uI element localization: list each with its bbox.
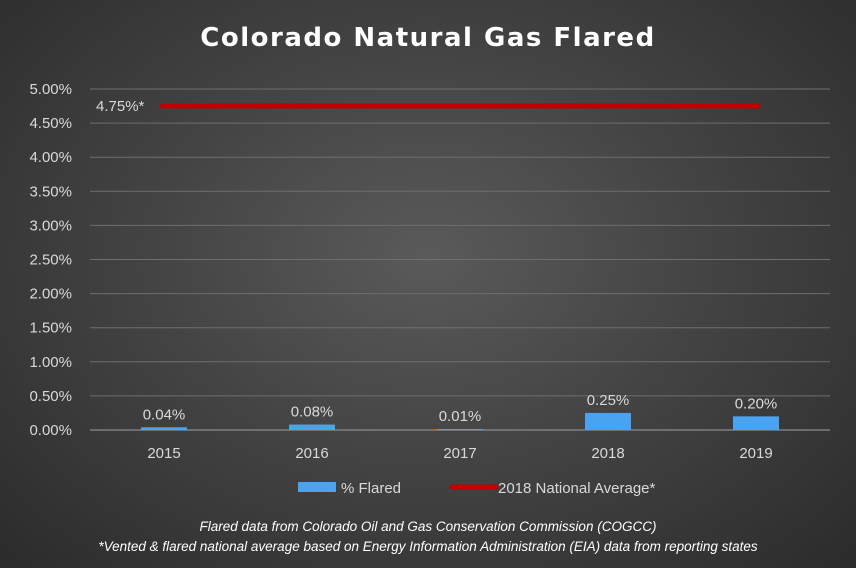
x-tick-label: 2018 [591, 445, 624, 462]
legend-label-flared: % Flared [341, 480, 401, 497]
chart-title: Colorado Natural Gas Flared [200, 23, 655, 53]
x-tick-label: 2017 [443, 445, 476, 462]
y-tick-label: 4.00% [29, 149, 72, 166]
legend-label-national-average: 2018 National Average* [498, 480, 656, 497]
y-tick-label: 2.00% [29, 286, 72, 303]
bar-2017 [437, 429, 483, 430]
gridlines [90, 88, 830, 397]
y-tick-label: 2.50% [29, 252, 72, 269]
bar-2015 [141, 427, 187, 430]
y-tick-label: 3.50% [29, 183, 72, 200]
bar-2016 [289, 424, 335, 430]
data-label-2015: 0.04% [143, 406, 186, 423]
x-tick-label: 2015 [147, 445, 180, 462]
reference-line-group: 4.75%* [96, 98, 761, 115]
national-average-label: 4.75%* [96, 98, 145, 115]
y-tick-label: 0.50% [29, 388, 72, 405]
legend-swatch-flared [298, 482, 336, 492]
bar-2019 [733, 416, 779, 430]
bar-2018 [585, 412, 631, 430]
x-axis-ticks: 2015 2016 2017 2018 2019 [147, 445, 772, 462]
y-axis-ticks: 0.00% 0.50% 1.00% 1.50% 2.00% 2.50% 3.00% 3.50%… [29, 81, 72, 439]
legend: % Flared 2018 National Average* [298, 480, 656, 497]
data-label-2017: 0.01% [439, 408, 482, 425]
footnote-source: Flared data from Colorado Oil and Gas Co… [200, 519, 657, 534]
y-tick-label: 0.00% [29, 422, 72, 439]
y-tick-label: 5.00% [29, 81, 72, 98]
data-label-2016: 0.08% [291, 404, 334, 421]
y-tick-label: 1.00% [29, 354, 72, 371]
y-tick-label: 1.50% [29, 320, 72, 337]
y-tick-label: 3.00% [29, 217, 72, 234]
x-tick-label: 2016 [295, 445, 328, 462]
footnote-national-average: *Vented & flared national average based … [98, 539, 758, 554]
data-label-2019: 0.20% [735, 395, 778, 412]
data-label-2018: 0.25% [587, 392, 630, 409]
x-tick-label: 2019 [739, 445, 772, 462]
bars: 0.04% 0.08% 0.01% 0.25% 0.20% [141, 392, 779, 430]
y-tick-label: 4.50% [29, 115, 72, 132]
